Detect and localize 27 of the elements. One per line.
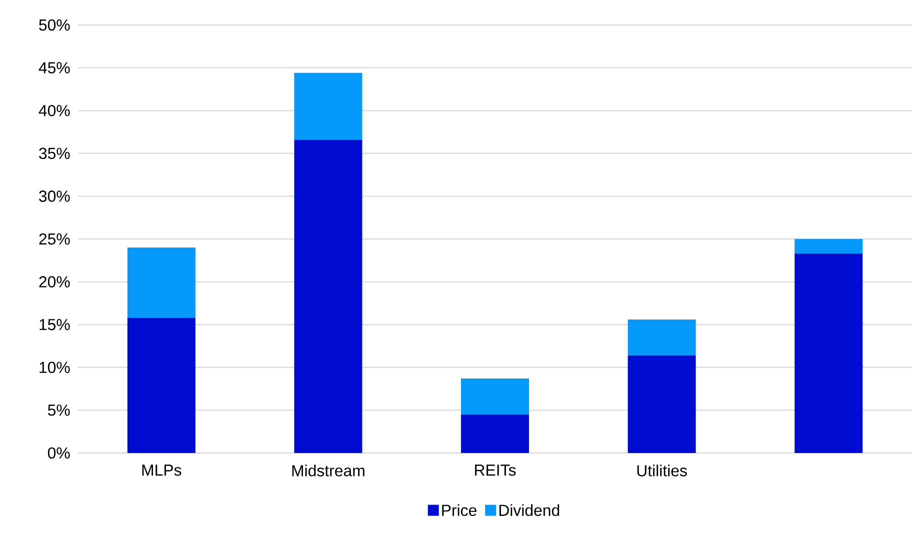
x-tick-label: Utilities [637,464,687,476]
bar [294,72,362,140]
y-tick-label: 30% [39,190,70,202]
y-tick-label: 10% [40,362,70,374]
y-tick-label: 0% [48,447,70,459]
bar [294,140,362,453]
y-tick-label: 50% [39,19,70,31]
bar [794,238,863,254]
legend-label: Dividend [499,504,560,516]
bar [794,254,863,453]
y-tick-label: 20% [39,276,70,288]
y-tick-label: 5% [48,404,70,416]
y-tick-label: 15% [40,318,70,330]
bar [461,378,530,414]
bar [127,248,196,318]
bar [628,319,696,356]
x-tick-label: REITs [475,464,516,476]
bar [127,318,196,453]
legend-label: Price [442,504,476,516]
y-tick-label: 45% [38,62,70,74]
y-tick-label: 35% [39,148,70,160]
bar [628,355,696,453]
x-tick-label: Midstream [292,464,364,476]
y-tick-label: 25% [39,233,70,245]
bar [461,414,530,453]
y-tick-label: 40% [38,104,70,116]
x-tick-label: MLPs [142,464,182,476]
